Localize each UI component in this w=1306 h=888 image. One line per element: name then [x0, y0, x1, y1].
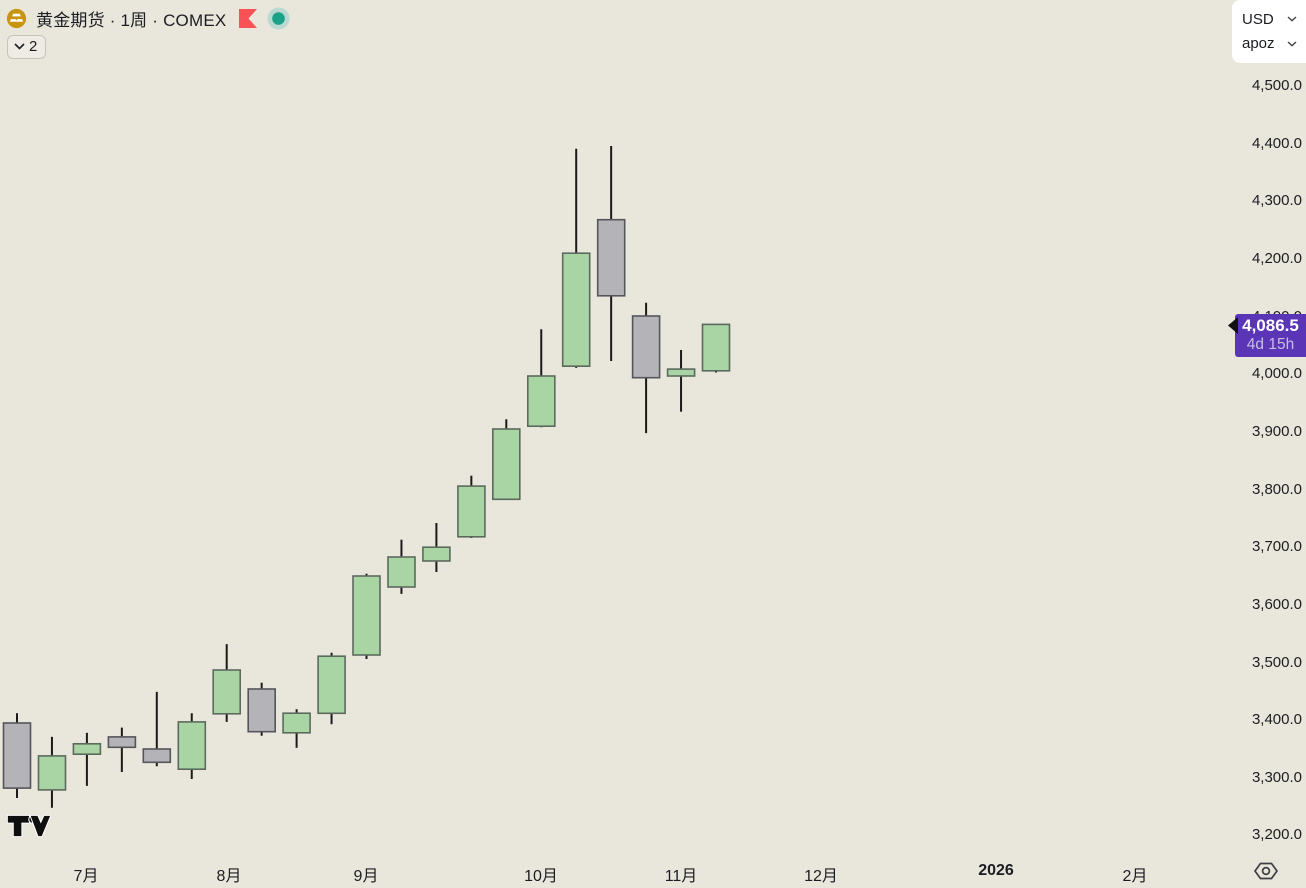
chevron-down-icon: [1287, 16, 1297, 22]
chevron-down-icon: [1287, 41, 1297, 47]
time-tick-label: 10月: [524, 868, 558, 885]
unit-value: apoz: [1242, 35, 1275, 53]
candle: [212, 644, 241, 722]
gold-coin-icon: [6, 8, 27, 29]
price-axis[interactable]: 4,500.04,400.04,300.04,200.04,100.04,000…: [1233, 0, 1306, 855]
price-tick-label: 4,300.0: [1251, 192, 1302, 210]
currency-unit-panel: USD apoz: [1232, 0, 1306, 63]
currency-dropdown[interactable]: USD: [1232, 11, 1306, 28]
last-price-value: 4,086.5: [1242, 316, 1299, 336]
price-tick-label: 3,900.0: [1251, 422, 1302, 440]
red-flag-icon[interactable]: [239, 9, 258, 28]
price-tick-label: 3,300.0: [1251, 768, 1302, 786]
interval-button-label: 2: [29, 38, 38, 55]
price-tick-label: 3,800.0: [1251, 480, 1302, 498]
time-tick-label: 2月: [1122, 868, 1148, 885]
symbol-legend: 黄金期货 · 1周 · COMEX: [6, 6, 290, 31]
settings-gear-icon[interactable]: [1252, 860, 1280, 882]
time-tick-label: 8月: [216, 868, 242, 885]
candle: [631, 302, 661, 434]
candle: [491, 419, 521, 501]
price-tick-label: 4,500.0: [1251, 77, 1302, 94]
candle: [37, 736, 67, 808]
chevron-down-icon: [14, 43, 25, 50]
candle: [2, 713, 32, 798]
candle: [72, 732, 102, 786]
time-tick-label: 11月: [664, 868, 698, 885]
candle: [387, 539, 416, 594]
market-status-icon[interactable]: [267, 7, 290, 30]
candle: [282, 709, 311, 748]
price-arrow-icon: [1228, 317, 1238, 334]
candle: [526, 329, 556, 428]
time-axis[interactable]: 7月 8月 9月 10月 11月 12月 2026 2月: [0, 855, 1306, 888]
candle: [422, 523, 451, 572]
price-tick-label: 4,200.0: [1251, 249, 1302, 267]
interval-collapse-button[interactable]: 2: [7, 35, 47, 59]
tradingview-logo[interactable]: [7, 813, 51, 839]
currency-value: USD: [1242, 10, 1274, 28]
candle: [457, 475, 486, 538]
unit-dropdown[interactable]: apoz: [1232, 35, 1306, 52]
candle: [596, 146, 626, 361]
price-tick-label: 3,600.0: [1251, 595, 1302, 613]
price-tick-label: 4,000.0: [1251, 365, 1302, 383]
time-tick-label: 12月: [804, 868, 838, 885]
candle: [247, 682, 276, 736]
price-tick-label: 3,200.0: [1251, 826, 1302, 844]
price-tick-label: 3,500.0: [1251, 653, 1302, 671]
symbol-title[interactable]: 黄金期货 · 1周 · COMEX: [36, 11, 227, 30]
candle: [177, 713, 207, 779]
last-price-label: 4,086.5 4d 15h: [1235, 314, 1306, 357]
candle: [666, 350, 696, 412]
price-tick-label: 3,400.0: [1251, 711, 1302, 729]
bar-countdown: 4d 15h: [1246, 336, 1295, 354]
candle: [142, 691, 172, 767]
candle: [107, 727, 137, 772]
time-tick-label: 7月: [73, 868, 99, 885]
candle: [561, 148, 591, 368]
candle: [352, 573, 381, 659]
price-tick-label: 4,400.0: [1251, 134, 1302, 152]
price-tick-label: 3,700.0: [1251, 538, 1302, 556]
candle: [317, 652, 346, 725]
candle: [701, 323, 731, 373]
time-tick-label: 2026: [978, 862, 1014, 879]
time-tick-label: 9月: [353, 868, 379, 885]
